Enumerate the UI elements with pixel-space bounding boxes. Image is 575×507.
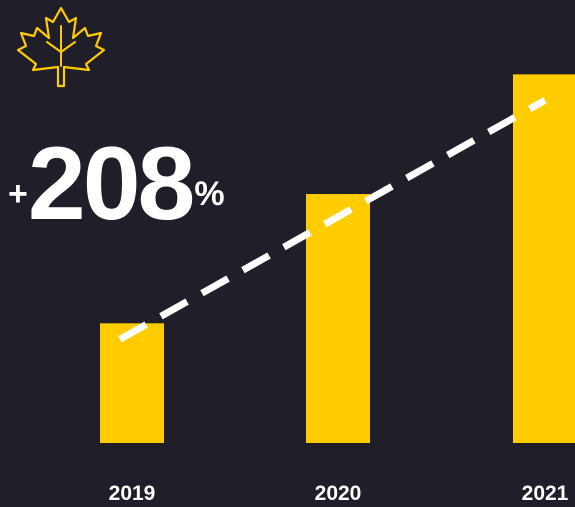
x-tick-label-2019: 2019	[109, 482, 156, 505]
x-tick-label-2020: 2020	[315, 482, 362, 505]
trend-line	[118, 97, 547, 343]
x-tick-label-2021: 2021	[522, 482, 569, 505]
bar-2021	[513, 74, 575, 444]
growth-suffix: %	[194, 175, 225, 213]
growth-prefix: +	[8, 175, 28, 213]
bar-2019	[100, 323, 164, 443]
bar-2020	[306, 194, 370, 443]
growth-value: 208	[27, 126, 196, 242]
growth-headline: +208%	[8, 132, 225, 236]
maple-leaf-icon	[16, 6, 106, 88]
